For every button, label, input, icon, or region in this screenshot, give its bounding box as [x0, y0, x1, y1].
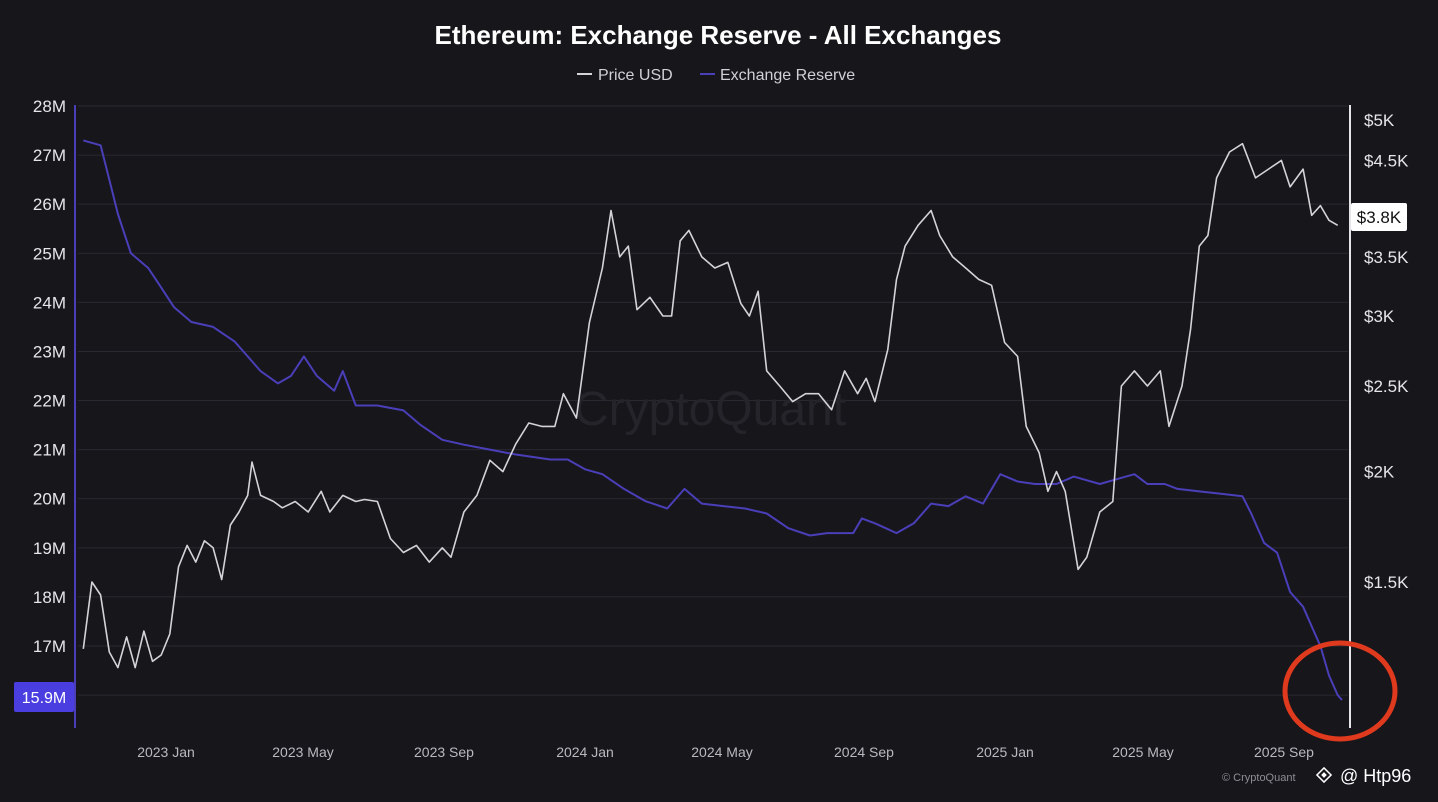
- left-tick-label: 19M: [33, 539, 66, 558]
- left-axis-ticks: 28M 27M 26M 25M 24M 23M 22M 21M 20M 19M 18M 17M: [33, 97, 66, 656]
- author-handle: @ Htp96: [1340, 766, 1411, 786]
- right-tick-label: $1.5K: [1364, 573, 1409, 592]
- x-tick-label: 2024 Sep: [834, 744, 894, 760]
- x-tick-label: 2023 Jan: [137, 744, 195, 760]
- right-tick-label: $2K: [1364, 463, 1395, 482]
- left-tick-label: 28M: [33, 97, 66, 116]
- left-tick-label: 23M: [33, 342, 66, 361]
- legend-price-label[interactable]: Price USD: [598, 67, 673, 84]
- x-tick-label: 2023 May: [272, 744, 333, 760]
- current-reserve-value: 15.9M: [22, 690, 66, 707]
- series-exchange-reserve-line[interactable]: [83, 139, 1343, 701]
- watermark: CryptoQuant: [574, 383, 846, 436]
- left-tick-label: 18M: [33, 588, 66, 607]
- series-price-usd-line[interactable]: [82, 142, 1339, 669]
- left-tick-label: 22M: [33, 392, 66, 411]
- right-axis-ticks: $5K $4.5K $3.5K $3K $2.5K $2K $1.5K: [1364, 111, 1409, 592]
- left-tick-label: 26M: [33, 195, 66, 214]
- highlight-circle-annotation: [1282, 640, 1398, 742]
- left-tick-label: 24M: [33, 293, 66, 312]
- current-price-badge: $3.8K: [1351, 203, 1407, 231]
- right-tick-label: $2.5K: [1364, 377, 1409, 396]
- right-tick-label: $5K: [1364, 111, 1395, 130]
- left-tick-label: 25M: [33, 244, 66, 263]
- right-tick-label: $3.5K: [1364, 248, 1409, 267]
- x-axis-ticks: 2023 Jan 2023 May 2023 Sep 2024 Jan 2024 May…: [137, 744, 1314, 760]
- cryptoquant-credit: © CryptoQuant: [1222, 772, 1296, 784]
- grid-lines: [78, 105, 1348, 696]
- binance-logo-icon: [1315, 766, 1333, 784]
- left-tick-label: 21M: [33, 441, 66, 460]
- right-tick-label: $4.5K: [1364, 151, 1409, 170]
- current-price-value: $3.8K: [1357, 208, 1402, 227]
- x-tick-label: 2025 May: [1112, 744, 1173, 760]
- x-tick-label: 2024 Jan: [556, 744, 614, 760]
- x-tick-label: 2024 May: [691, 744, 752, 760]
- right-tick-label: $3K: [1364, 307, 1395, 326]
- legend[interactable]: Price USD Exchange Reserve: [577, 67, 855, 84]
- chart-title: Ethereum: Exchange Reserve - All Exchang…: [435, 20, 1002, 50]
- current-reserve-badge-bg: [14, 682, 74, 712]
- left-tick-label: 20M: [33, 490, 66, 509]
- left-tick-label: 17M: [33, 637, 66, 656]
- left-tick-label: 27M: [33, 146, 66, 165]
- current-reserve-badge: 15.9M: [14, 682, 74, 712]
- x-tick-label: 2025 Sep: [1254, 744, 1314, 760]
- legend-reserve-label[interactable]: Exchange Reserve: [720, 67, 855, 84]
- x-tick-label: 2023 Sep: [414, 744, 474, 760]
- x-tick-label: 2025 Jan: [976, 744, 1034, 760]
- current-price-badge-bg: [1351, 203, 1407, 231]
